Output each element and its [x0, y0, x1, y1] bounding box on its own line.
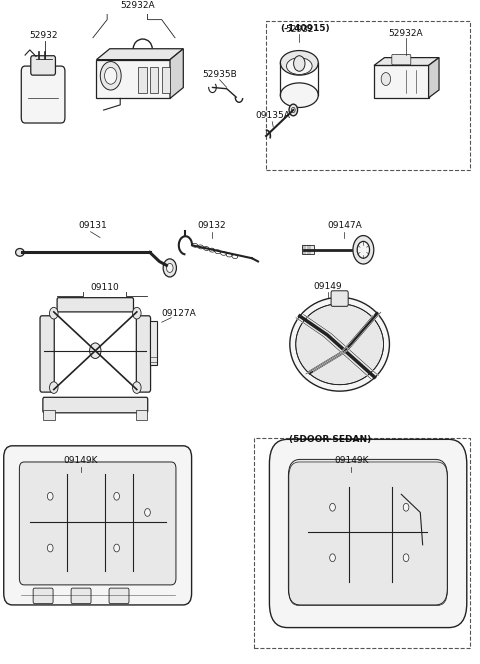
Circle shape [353, 236, 374, 264]
Circle shape [114, 544, 120, 552]
FancyBboxPatch shape [392, 54, 411, 65]
Text: 09147A: 09147A [327, 221, 362, 230]
Bar [43, 410, 55, 420]
Circle shape [291, 108, 295, 113]
FancyBboxPatch shape [57, 297, 133, 312]
Circle shape [294, 56, 305, 71]
Text: 09110: 09110 [90, 283, 119, 291]
Bar [150, 321, 157, 365]
Text: (5DOOR SEDAN): (5DOOR SEDAN) [289, 436, 371, 444]
FancyBboxPatch shape [136, 316, 151, 392]
FancyBboxPatch shape [31, 56, 56, 75]
Text: 09149K: 09149K [334, 456, 369, 465]
Circle shape [114, 493, 120, 500]
FancyBboxPatch shape [43, 397, 148, 413]
Circle shape [403, 554, 409, 562]
Circle shape [105, 67, 117, 84]
Bar [266, 21, 470, 169]
Bar [162, 67, 170, 93]
FancyBboxPatch shape [4, 446, 192, 605]
FancyBboxPatch shape [33, 588, 53, 604]
Circle shape [357, 242, 370, 258]
FancyBboxPatch shape [40, 316, 54, 392]
Bar [136, 410, 147, 420]
Circle shape [100, 62, 121, 90]
Text: 09149: 09149 [313, 282, 342, 291]
Text: 52935B: 52935B [202, 70, 237, 79]
FancyBboxPatch shape [288, 459, 447, 605]
Circle shape [330, 554, 336, 562]
Circle shape [49, 307, 58, 319]
Polygon shape [170, 48, 183, 98]
Circle shape [330, 503, 336, 511]
Bar [150, 67, 158, 93]
Circle shape [163, 259, 177, 277]
FancyBboxPatch shape [19, 462, 176, 585]
Circle shape [289, 104, 298, 116]
Bar [138, 67, 146, 93]
Polygon shape [96, 48, 183, 60]
Ellipse shape [280, 50, 318, 75]
Circle shape [132, 382, 141, 393]
Ellipse shape [15, 248, 24, 256]
Polygon shape [374, 58, 439, 66]
Text: 09149K: 09149K [64, 456, 98, 465]
FancyBboxPatch shape [21, 66, 65, 123]
Circle shape [49, 382, 58, 393]
Circle shape [403, 503, 409, 511]
Text: 09127A: 09127A [161, 309, 196, 317]
Polygon shape [429, 58, 439, 98]
Text: 09131: 09131 [79, 221, 108, 230]
Bar [374, 66, 429, 98]
Text: (-140915): (-140915) [281, 24, 330, 33]
Circle shape [132, 307, 141, 319]
FancyBboxPatch shape [109, 588, 129, 604]
FancyBboxPatch shape [71, 588, 91, 604]
Circle shape [48, 544, 53, 552]
FancyBboxPatch shape [269, 440, 467, 627]
Text: 09135A: 09135A [256, 112, 291, 120]
Circle shape [48, 493, 53, 500]
Bar [254, 438, 470, 648]
Circle shape [90, 343, 101, 359]
Bar [96, 60, 170, 98]
Ellipse shape [287, 58, 312, 74]
Bar [301, 245, 313, 254]
Circle shape [167, 264, 173, 272]
FancyBboxPatch shape [331, 291, 348, 306]
Ellipse shape [296, 304, 384, 384]
Circle shape [381, 72, 391, 86]
Ellipse shape [280, 83, 318, 108]
Text: 09132: 09132 [197, 221, 226, 230]
Ellipse shape [290, 297, 389, 391]
Text: 52932A: 52932A [389, 29, 423, 38]
Text: 52932: 52932 [285, 25, 313, 34]
Circle shape [144, 509, 150, 517]
Text: 52932: 52932 [29, 31, 57, 41]
Text: 52932A: 52932A [120, 1, 156, 10]
